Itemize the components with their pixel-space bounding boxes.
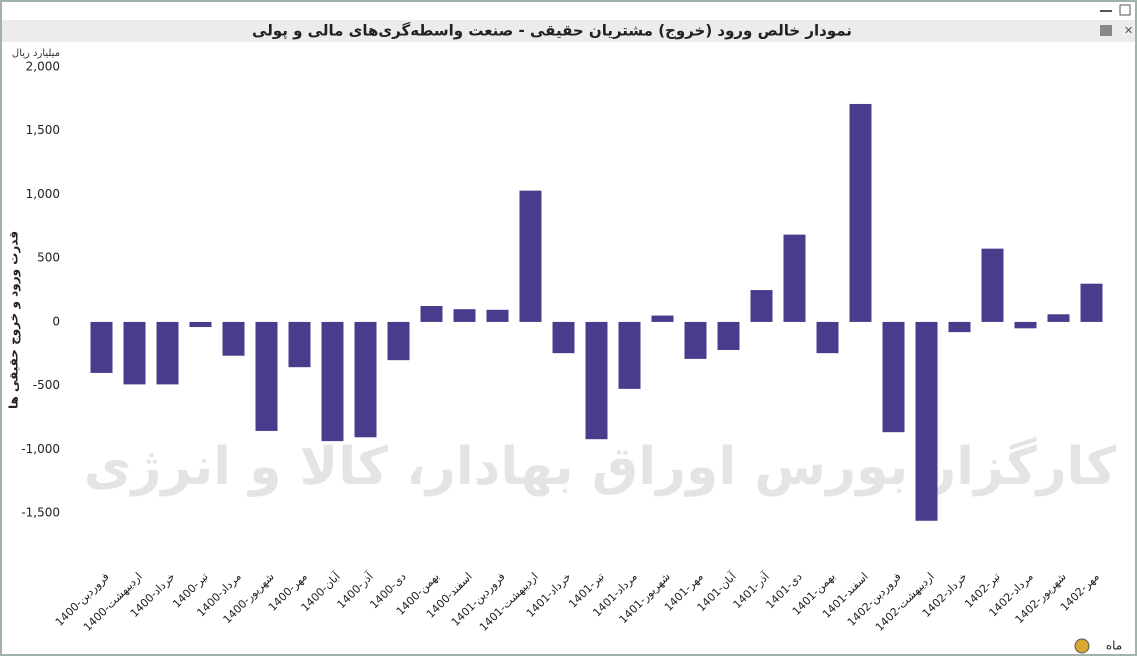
y-tick-label: 1,500 [26, 123, 60, 137]
bar [354, 321, 377, 438]
bar [849, 103, 872, 322]
bar [1014, 321, 1037, 329]
bar [321, 321, 344, 442]
bar [651, 315, 674, 322]
title-bar [2, 20, 1135, 42]
bar [453, 309, 476, 322]
bar [222, 321, 245, 356]
bar [255, 321, 278, 431]
bar [915, 321, 938, 521]
close-icon[interactable]: ✕ [1124, 24, 1133, 37]
refresh-icon[interactable] [1074, 638, 1090, 654]
bar [1047, 314, 1070, 322]
maximize-button[interactable] [1119, 4, 1131, 16]
y-tick-label: -1,000 [21, 442, 60, 456]
print-button[interactable] [1100, 25, 1112, 36]
bar [552, 321, 575, 354]
chart-title: نمودار خالص ورود (خروج) مشتریان حقیقی - … [252, 22, 852, 41]
watermark: کارگزار بورس اوراق بهادار، کالا و انرژی [84, 436, 1117, 497]
y-axis-title: قدرت ورود و خروج حقیقی ها [7, 231, 22, 409]
minimize-button[interactable] [1100, 10, 1112, 12]
bar [717, 321, 740, 350]
bar [288, 321, 311, 368]
bar [882, 321, 905, 433]
bar [123, 321, 146, 385]
bar [387, 321, 410, 361]
bar [948, 321, 971, 333]
bar [1080, 283, 1103, 322]
bar [618, 321, 641, 389]
bar [156, 321, 179, 385]
unit-label: میلیارد ریال [12, 48, 60, 59]
bar [189, 321, 212, 328]
x-axis-title: ماه [1106, 639, 1122, 653]
y-tick-label: -500 [33, 378, 60, 392]
y-tick-label: -1,500 [21, 506, 60, 520]
bar [585, 321, 608, 440]
bar [420, 306, 443, 322]
y-tick-label: 2,000 [26, 60, 60, 74]
bar [90, 321, 113, 373]
bar [981, 248, 1004, 322]
bar [486, 309, 509, 322]
y-tick-label: 0 [52, 314, 60, 328]
bar [684, 321, 707, 359]
bar [783, 234, 806, 322]
y-tick-label: 500 [37, 251, 60, 265]
bar [816, 321, 839, 354]
bar [750, 290, 773, 322]
y-tick-label: 1,000 [26, 187, 60, 201]
bar [519, 190, 542, 322]
